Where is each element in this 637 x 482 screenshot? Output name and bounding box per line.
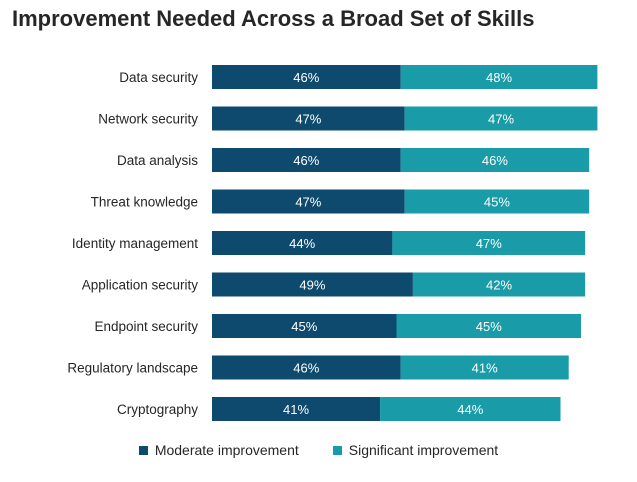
value-label-moderate: 46%	[293, 70, 319, 85]
bar-moderate	[212, 189, 405, 214]
category-label: Identity management	[72, 236, 198, 251]
category-label: Regulatory landscape	[67, 361, 198, 376]
value-label-significant: 47%	[488, 112, 514, 127]
legend: Moderate improvement Significant improve…	[0, 442, 637, 458]
bar-significant	[396, 314, 581, 338]
bar-moderate	[212, 397, 381, 421]
category-label: Cryptography	[117, 402, 198, 417]
value-label-moderate: 47%	[295, 112, 321, 127]
bar-moderate	[212, 148, 401, 172]
value-label-significant: 48%	[486, 70, 512, 85]
value-label-moderate: 46%	[293, 153, 319, 168]
chart-title: Improvement Needed Across a Broad Set of…	[12, 6, 535, 31]
bar-significant	[400, 355, 569, 380]
bar-significant	[400, 65, 598, 89]
bars-group: Data security 46% 48% Network security 47% 47…	[67, 65, 598, 421]
value-label-significant: 42%	[486, 278, 512, 293]
bar-significant	[400, 148, 590, 172]
bar-moderate	[212, 106, 405, 131]
value-label-significant: 47%	[476, 236, 502, 251]
value-label-moderate: 45%	[291, 319, 317, 334]
legend-label-significant: Significant improvement	[348, 442, 499, 458]
bar-moderate	[212, 65, 401, 89]
bar-significant	[412, 272, 586, 297]
bar-chart: Data security 46% 48% Network security 47% 47…	[67, 65, 598, 421]
bar-moderate	[212, 314, 397, 338]
legend-item-moderate: Moderate improvement	[138, 442, 299, 458]
bar-moderate	[212, 355, 401, 380]
category-label: Application security	[82, 278, 199, 293]
category-label: Data analysis	[117, 153, 198, 168]
legend-item-significant: Significant improvement	[332, 442, 499, 458]
category-label: Threat knowledge	[91, 195, 198, 210]
category-label: Data security	[119, 70, 198, 85]
value-label-significant: 46%	[482, 153, 508, 168]
category-label: Endpoint security	[94, 319, 198, 334]
value-label-significant: 45%	[484, 195, 510, 210]
value-label-moderate: 41%	[283, 402, 309, 417]
legend-swatch-moderate	[138, 445, 148, 455]
value-label-significant: 41%	[472, 361, 498, 376]
bar-significant	[380, 397, 561, 421]
category-label: Network security	[98, 112, 198, 127]
bar-significant	[392, 231, 586, 255]
bar-moderate	[212, 272, 413, 297]
legend-label-moderate: Moderate improvement	[154, 442, 299, 458]
value-label-significant: 44%	[457, 402, 483, 417]
value-label-moderate: 46%	[293, 361, 319, 376]
value-label-significant: 45%	[476, 319, 502, 334]
bar-significant	[404, 189, 590, 214]
legend-swatch-significant	[332, 445, 342, 455]
bar-significant	[404, 106, 598, 131]
value-label-moderate: 47%	[295, 195, 321, 210]
value-label-moderate: 49%	[299, 278, 325, 293]
bar-moderate	[212, 231, 393, 255]
value-label-moderate: 44%	[289, 236, 315, 251]
